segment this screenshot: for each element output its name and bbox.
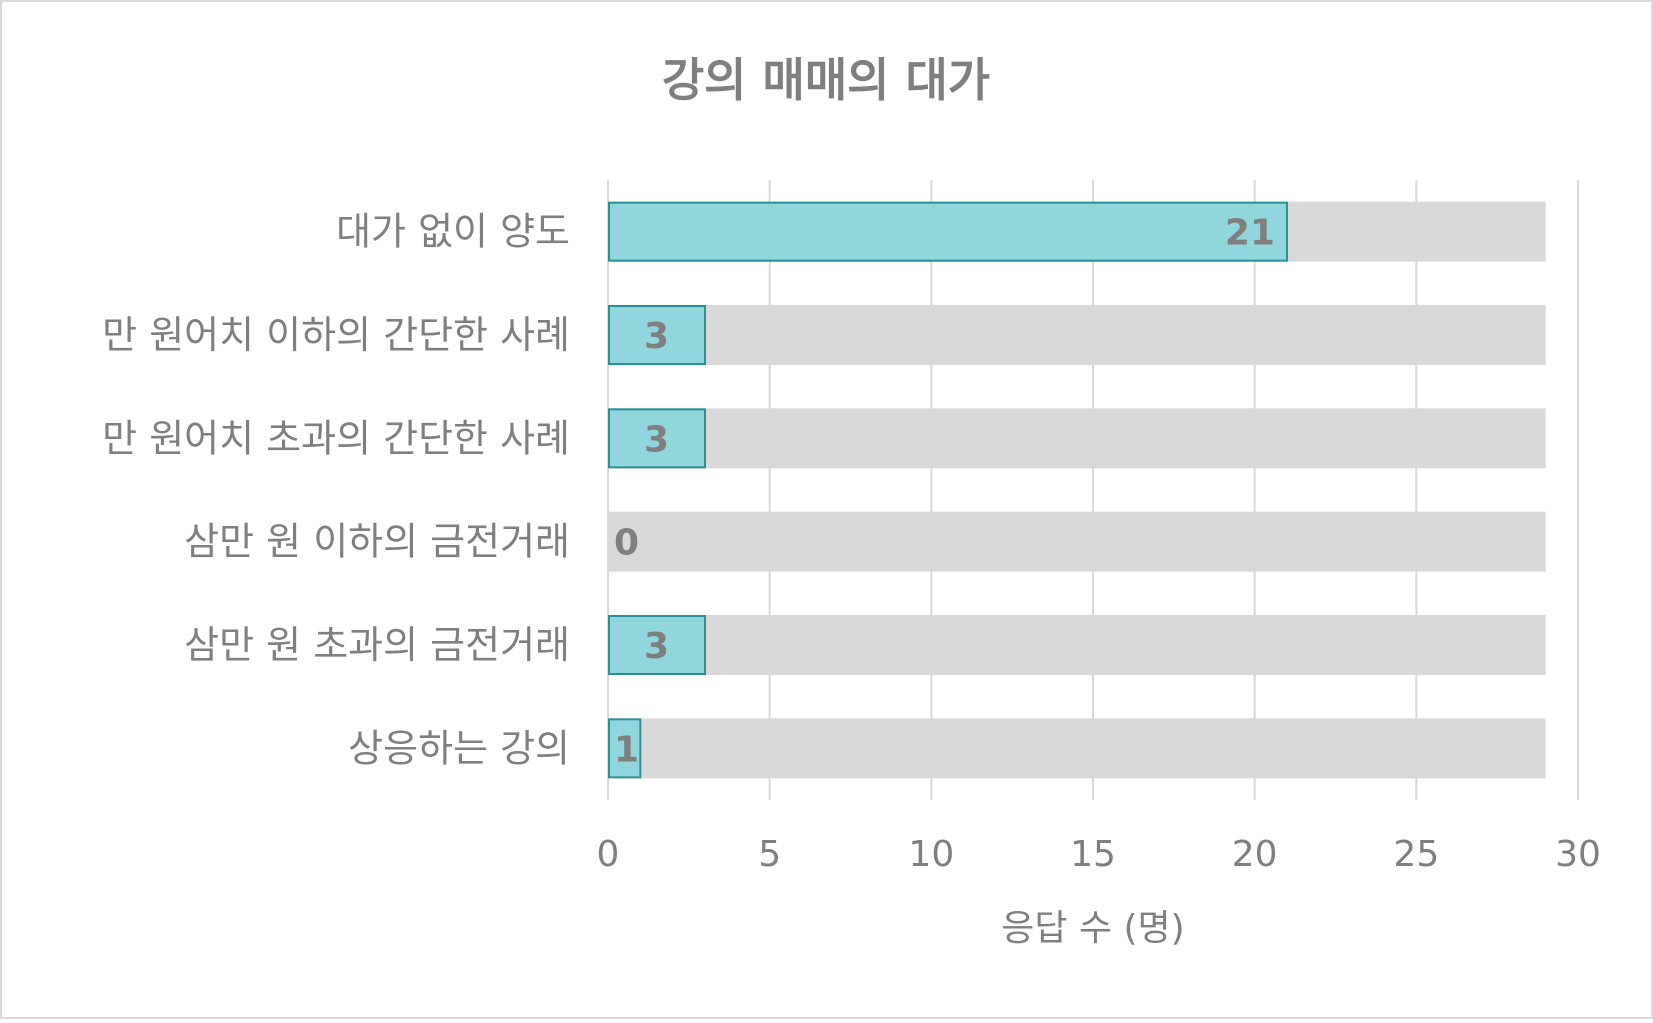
data-label: 1 — [614, 729, 639, 770]
data-label: 3 — [644, 419, 669, 460]
data-label: 0 — [614, 523, 639, 564]
bar-background — [608, 511, 1546, 572]
x-tick-labels: 0 5 10 15 20 25 30 — [597, 834, 1601, 875]
bar — [608, 201, 1288, 262]
x-axis-label: 응답 수 (명) — [1001, 908, 1184, 949]
category-label: 만 원어치 이하의 간단한 사례 — [102, 313, 570, 357]
data-label: 21 — [1225, 213, 1275, 254]
bar — [608, 615, 706, 675]
x-tick-label: 15 — [1070, 834, 1116, 875]
bar — [608, 408, 706, 469]
category-label: 삼만 원 초과의 금전거래 — [184, 623, 570, 667]
x-tick-label: 20 — [1232, 834, 1278, 875]
x-tick-label: 0 — [597, 834, 620, 875]
x-tick-label: 30 — [1555, 834, 1601, 875]
category-label: 대가 없이 양도 — [336, 210, 570, 254]
category-label: 상응하는 강의 — [348, 726, 570, 770]
data-label: 3 — [644, 316, 669, 357]
data-label: 3 — [644, 626, 669, 667]
bars: 21 3 3 0 3 1 — [608, 201, 1546, 779]
chart-title: 강의 매매의 대가 — [662, 53, 990, 107]
bar-background — [608, 615, 1546, 675]
bar-background — [608, 408, 1546, 469]
x-tick-label: 5 — [758, 834, 781, 875]
bar — [608, 718, 642, 779]
gridlines — [607, 180, 1579, 800]
category-label: 만 원어치 초과의 간단한 사례 — [102, 416, 570, 460]
bar-background — [608, 718, 1546, 779]
category-label: 삼만 원 이하의 금전거래 — [184, 520, 570, 564]
x-tick-label: 25 — [1393, 834, 1439, 875]
bar — [608, 305, 706, 365]
bar-background — [608, 305, 1546, 365]
category-labels: 대가 없이 양도만 원어치 이하의 간단한 사례만 원어치 초과의 간단한 사례… — [102, 210, 570, 771]
x-tick-label: 10 — [908, 834, 954, 875]
